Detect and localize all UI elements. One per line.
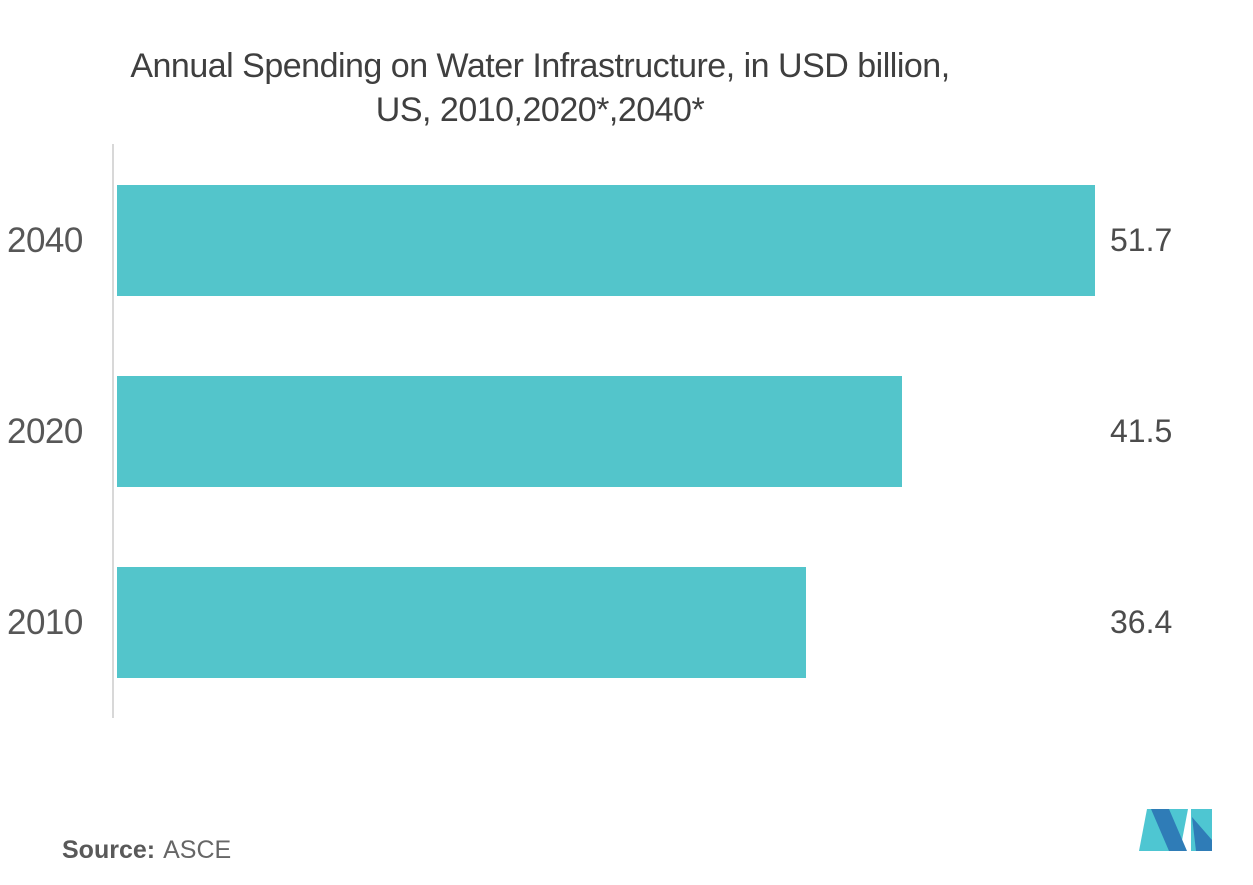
- logo-blue-band: [1151, 809, 1187, 851]
- source-line: Source: ASCE: [62, 836, 231, 865]
- bar-row-2010: 2010 36.4: [0, 567, 1253, 678]
- bar-2010: [117, 567, 806, 678]
- source-label: Source:: [62, 836, 156, 864]
- chart-title-line2: US, 2010,2020*,2040*: [375, 91, 705, 129]
- chart-title: Annual Spending on Water Infrastructure,…: [0, 44, 1080, 132]
- bar-track: [117, 567, 1095, 678]
- value-label: 41.5: [1110, 413, 1173, 449]
- bar-row-2040: 2040 51.7: [0, 185, 1253, 296]
- chart-title-line1: Annual Spending on Water Infrastructure,…: [130, 47, 950, 85]
- category-label: 2040: [7, 220, 83, 260]
- logo-blue-triangle: [1192, 817, 1212, 851]
- value-label: 36.4: [1110, 604, 1173, 640]
- bar-2040: [117, 185, 1095, 296]
- bar-track: [117, 376, 1095, 487]
- bar-2020: [117, 376, 903, 487]
- source-value: ASCE: [163, 836, 232, 864]
- bar-row-2020: 2020 41.5: [0, 376, 1253, 487]
- category-label: 2020: [7, 411, 83, 451]
- category-label: 2010: [7, 602, 83, 642]
- y-axis-line: [112, 144, 114, 718]
- value-label: 51.7: [1110, 222, 1173, 258]
- bar-track: [117, 185, 1095, 296]
- brand-logo-icon: [1139, 809, 1212, 851]
